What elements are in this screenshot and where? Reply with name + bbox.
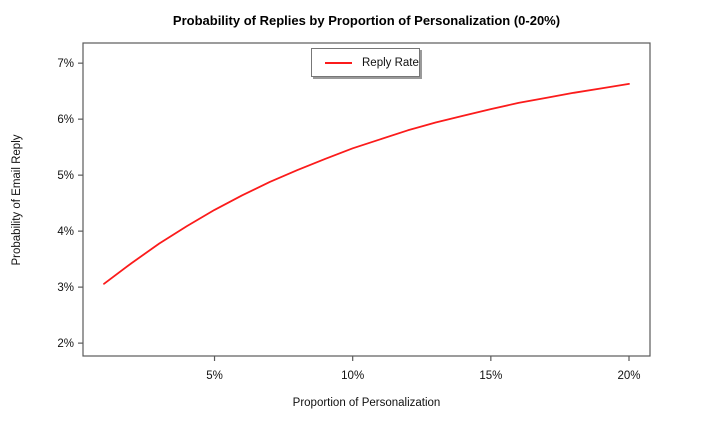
y-tick-label: 4% — [57, 226, 74, 238]
y-tick-label: 3% — [57, 282, 74, 294]
reply-rate-line — [103, 83, 630, 285]
x-tick-label: 20% — [617, 370, 640, 382]
plot-border — [82, 42, 651, 357]
chart-title: Probability of Replies by Proportion of … — [172, 13, 561, 28]
legend: Reply Rate — [311, 48, 420, 77]
legend-line-swatch — [325, 61, 352, 64]
x-axis-title: Proportion of Personalization — [292, 397, 441, 409]
x-tick-label: 5% — [206, 370, 223, 382]
y-tick-label: 5% — [57, 170, 74, 182]
x-tick-label: 10% — [341, 370, 364, 382]
x-tick-label: 15% — [479, 370, 502, 382]
y-tick-label: 6% — [57, 114, 74, 126]
y-tick-label: 2% — [57, 338, 74, 350]
y-axis-title: Probability of Email Reply — [11, 134, 23, 266]
legend-label: Reply Rate — [362, 56, 419, 69]
y-tick-label: 7% — [57, 58, 74, 70]
